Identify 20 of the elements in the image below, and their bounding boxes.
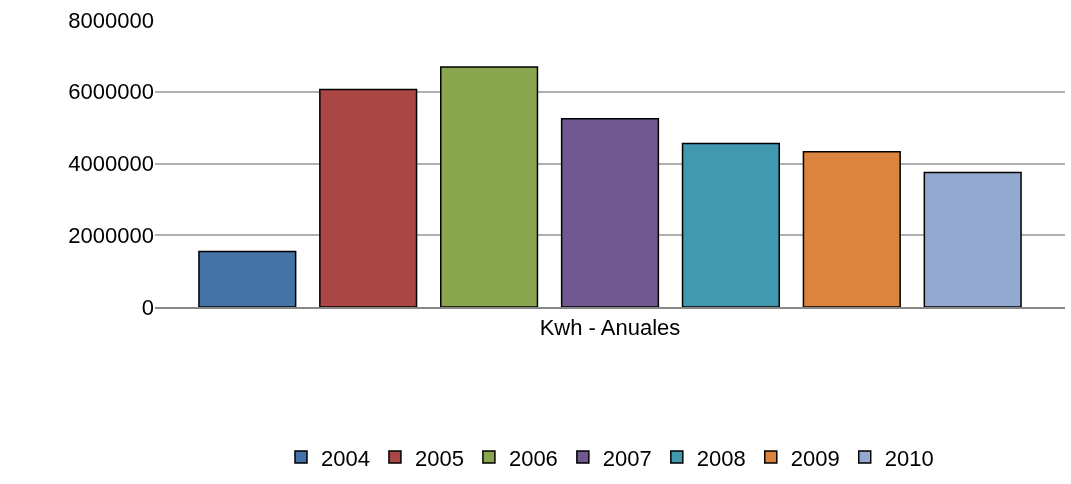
y-tick-label: 8000000 — [68, 7, 154, 33]
bar — [198, 250, 297, 307]
legend-label: 2004 — [321, 445, 370, 471]
legend-label: 2007 — [602, 445, 652, 471]
y-tick-label: 0 — [141, 294, 154, 320]
y-tick-label: 2000000 — [68, 222, 154, 248]
bar — [319, 88, 418, 307]
bar — [681, 142, 781, 307]
x-tick-label: Kwh - Anuales — [539, 315, 681, 341]
legend-label: 2009 — [790, 445, 840, 471]
legend-label: 2005 — [414, 445, 464, 471]
legend-label: 2006 — [508, 445, 558, 471]
bar — [802, 150, 901, 307]
y-tick-label: 4000000 — [68, 151, 154, 177]
bar — [439, 66, 539, 307]
y-tick-label: 6000000 — [68, 79, 154, 105]
legend-label: 2010 — [884, 445, 934, 471]
bar — [560, 117, 660, 307]
legend-label: 2008 — [696, 445, 746, 471]
bar — [923, 171, 1022, 307]
